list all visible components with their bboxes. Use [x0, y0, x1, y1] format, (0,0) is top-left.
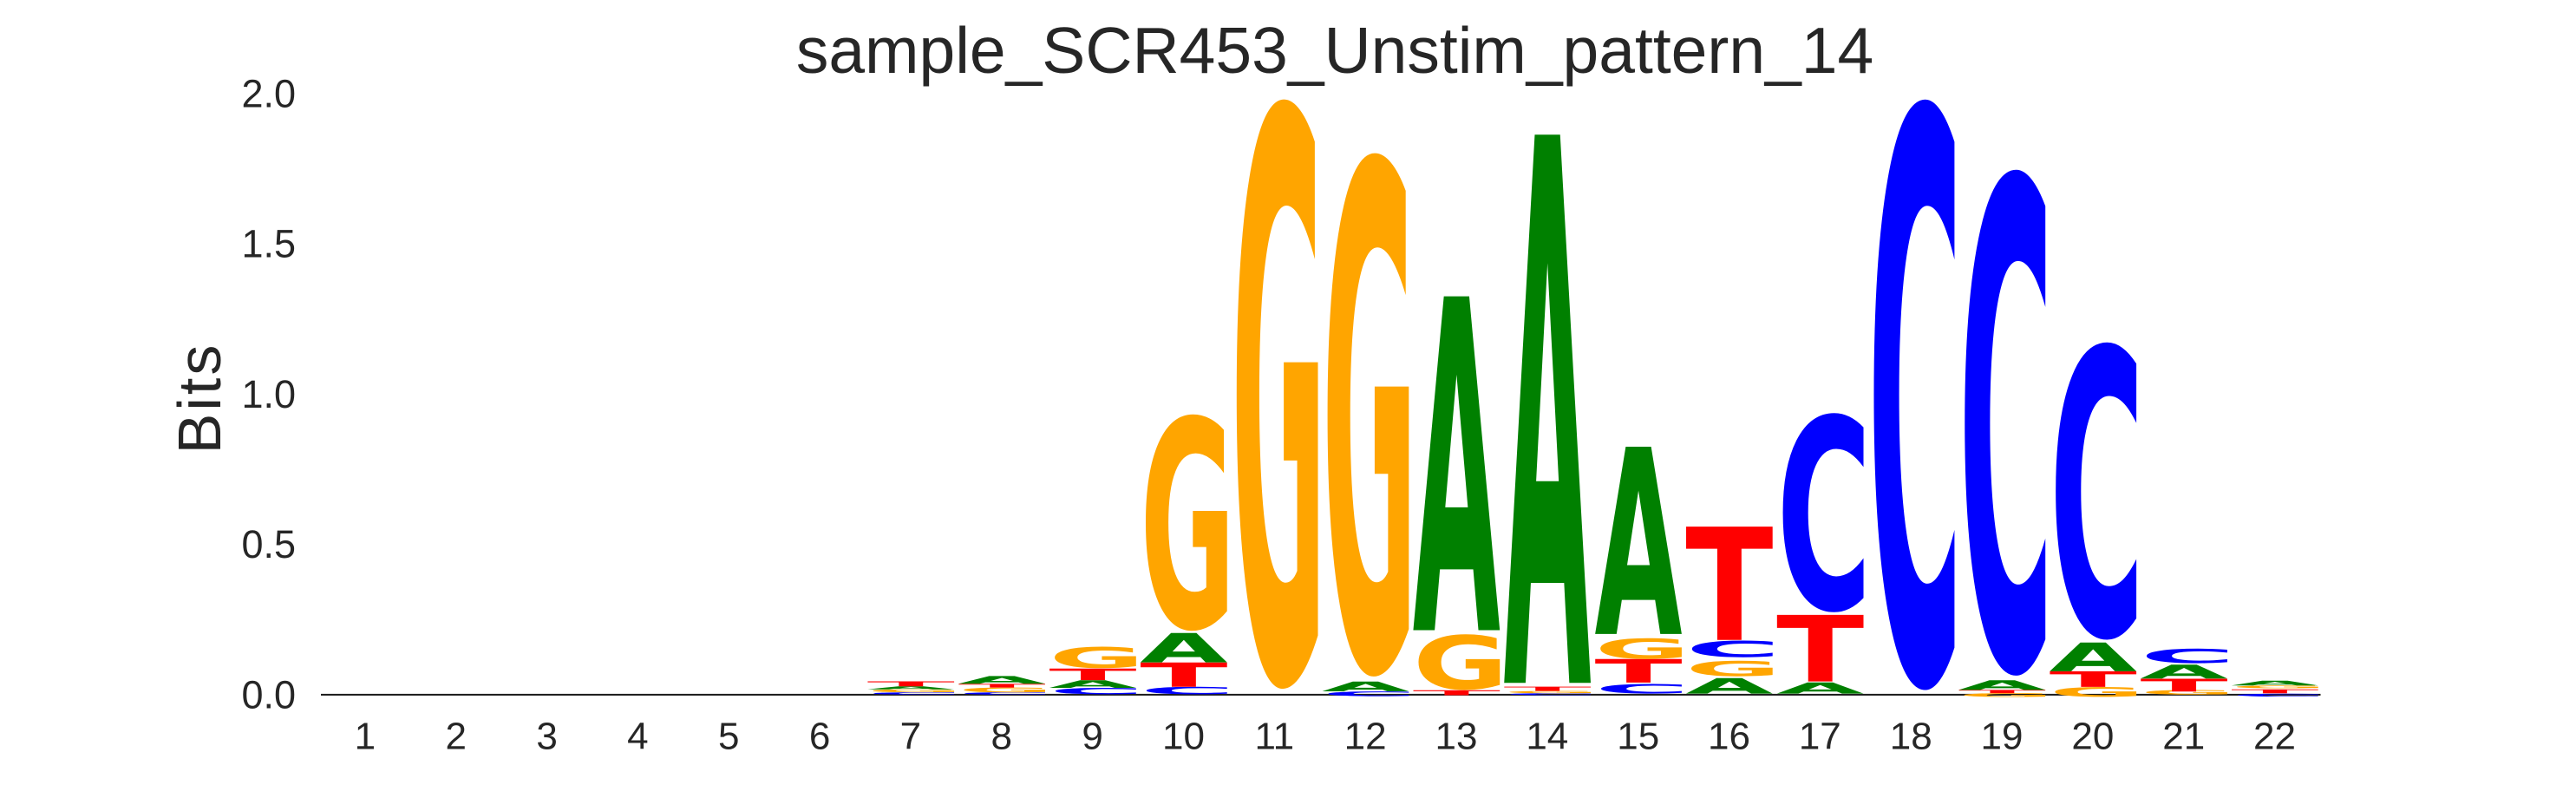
svg-text:10: 10 — [1162, 716, 1205, 758]
svg-text:1: 1 — [355, 716, 376, 758]
svg-text:6: 6 — [809, 716, 830, 758]
svg-text:5: 5 — [718, 716, 739, 758]
svg-text:9: 9 — [1082, 716, 1102, 758]
svg-text:13: 13 — [1435, 716, 1478, 758]
svg-text:0.0: 0.0 — [241, 672, 296, 716]
svg-text:8: 8 — [991, 716, 1012, 758]
svg-text:22: 22 — [2253, 716, 2296, 758]
svg-text:17: 17 — [1799, 716, 1841, 758]
svg-text:3: 3 — [536, 716, 557, 758]
svg-text:14: 14 — [1526, 716, 1568, 758]
svg-text:1.5: 1.5 — [241, 222, 296, 266]
svg-text:21: 21 — [2162, 716, 2205, 758]
svg-text:18: 18 — [1890, 716, 1932, 758]
svg-text:4: 4 — [627, 716, 648, 758]
svg-text:7: 7 — [900, 716, 921, 758]
svg-text:16: 16 — [1708, 716, 1750, 758]
svg-text:1.0: 1.0 — [241, 372, 296, 416]
svg-text:0.5: 0.5 — [241, 522, 296, 566]
svg-text:20: 20 — [2071, 716, 2114, 758]
svg-text:12: 12 — [1344, 716, 1387, 758]
svg-text:2: 2 — [445, 716, 466, 758]
svg-text:Bits: Bits — [166, 343, 233, 455]
svg-text:2.0: 2.0 — [241, 71, 296, 115]
svg-text:sample_SCR453_Unstim_pattern_1: sample_SCR453_Unstim_pattern_14 — [796, 14, 1873, 87]
svg-text:19: 19 — [1981, 716, 2024, 758]
svg-text:15: 15 — [1617, 716, 1659, 758]
svg-text:11: 11 — [1254, 716, 1294, 758]
